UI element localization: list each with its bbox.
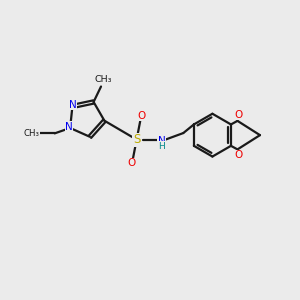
Text: CH₃: CH₃ (24, 129, 40, 138)
Text: O: O (234, 150, 242, 161)
Text: CH₃: CH₃ (94, 76, 112, 85)
Text: N: N (158, 136, 166, 146)
Text: O: O (128, 158, 136, 168)
Text: O: O (234, 110, 242, 120)
Text: H: H (158, 142, 165, 151)
Text: S: S (133, 133, 140, 146)
Text: N: N (69, 100, 77, 110)
Text: O: O (137, 111, 146, 121)
Text: N: N (65, 122, 73, 132)
